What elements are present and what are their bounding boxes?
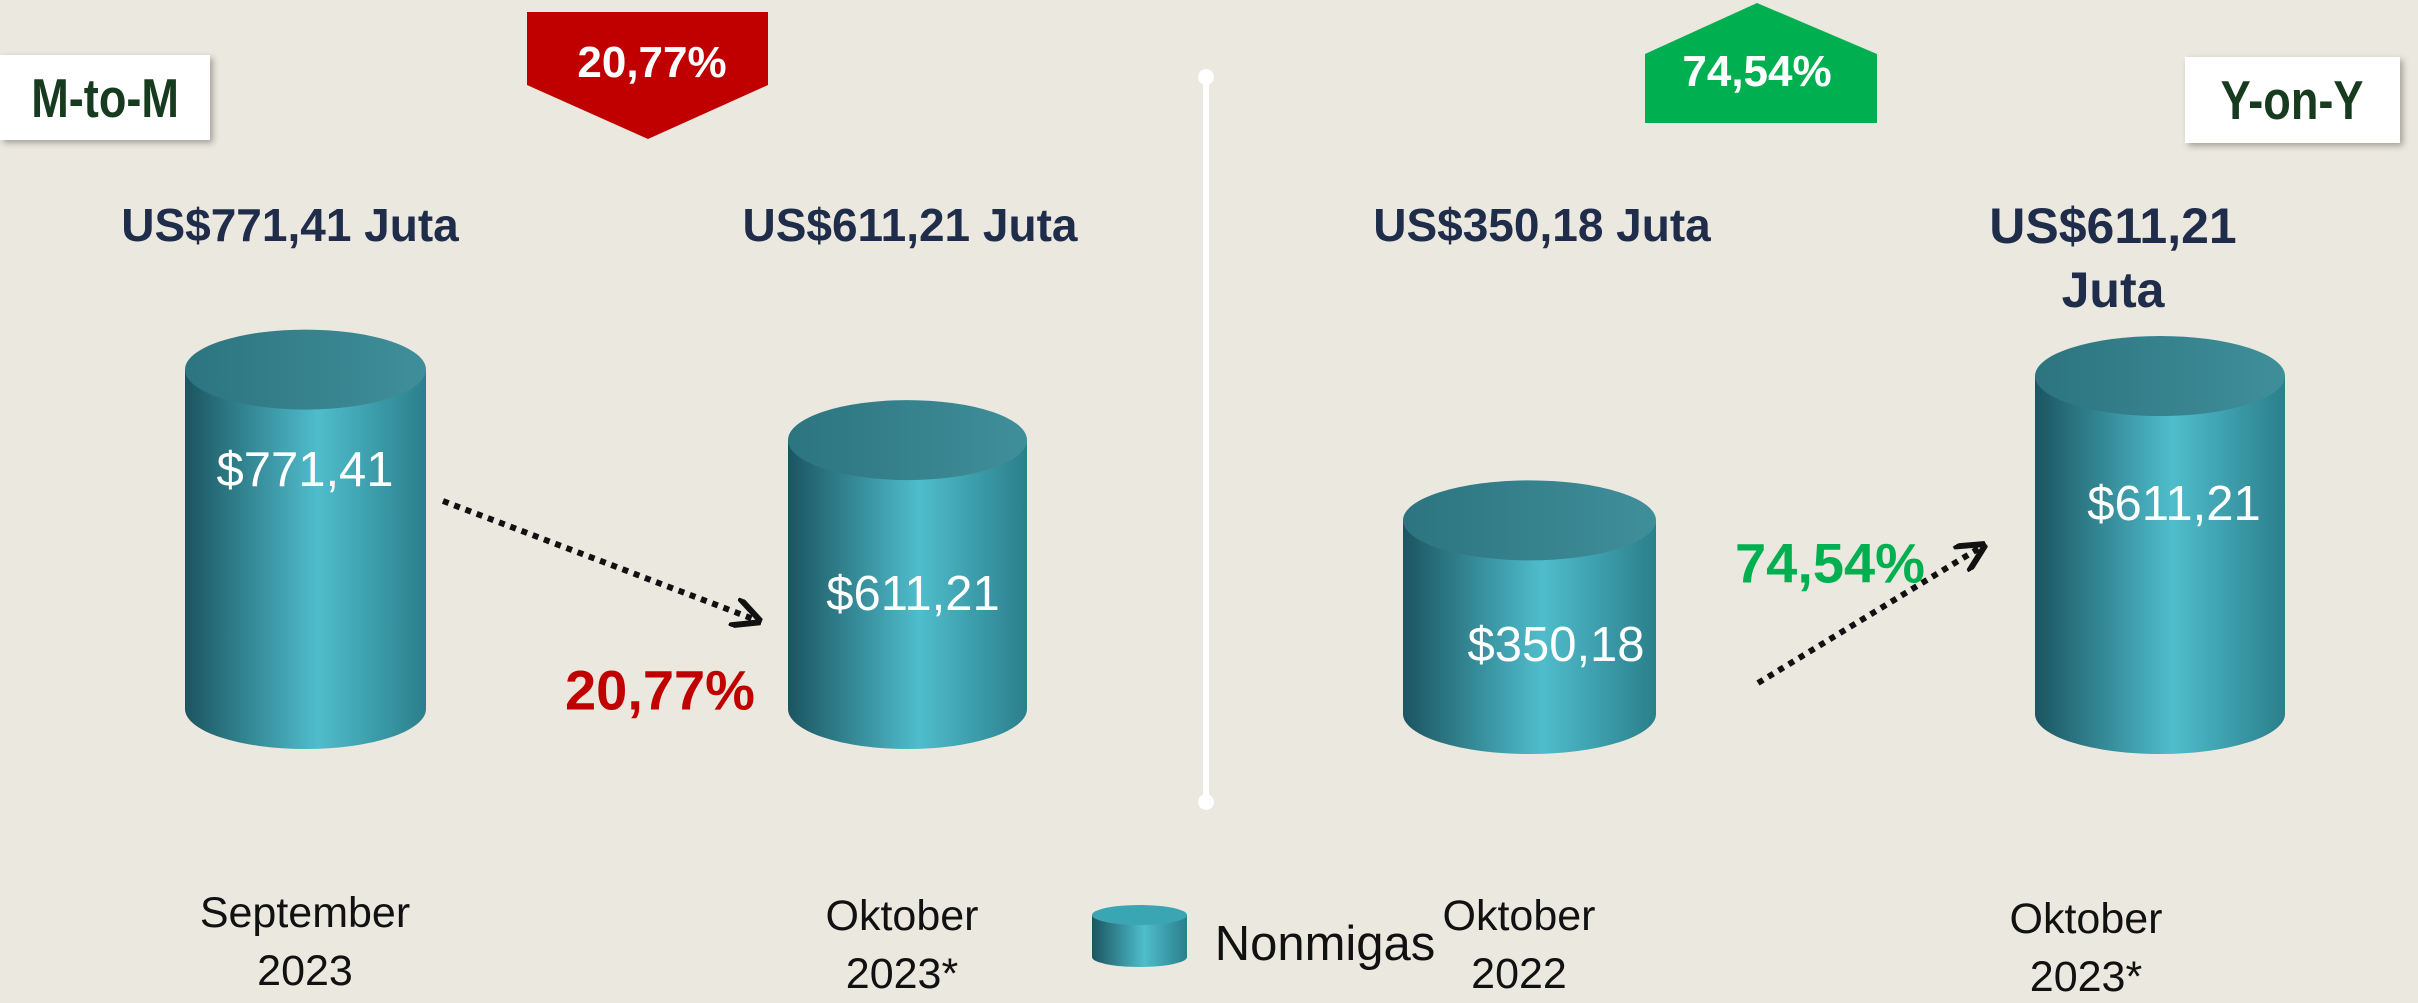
cylinder-top	[2035, 336, 2285, 417]
cylinder-top	[1403, 480, 1656, 561]
cylinder-body	[185, 369, 426, 709]
cylinder-body	[788, 440, 1027, 709]
cylinder-base	[185, 669, 426, 749]
cylinder-top	[788, 400, 1027, 481]
badge-text: 20,77%	[577, 38, 727, 87]
legend-label: Nonmigas	[1214, 917, 1436, 971]
cylinder	[185, 329, 426, 749]
badge-text: 74,54%	[1682, 47, 1832, 96]
trend-arrow	[1756, 547, 1981, 686]
cylinder-top	[185, 329, 426, 410]
value-label: $350,18	[1467, 618, 1645, 672]
period: Oktober 2022	[1442, 892, 1596, 998]
period: September 2023	[199, 889, 411, 995]
cylinder-base	[2035, 674, 2285, 754]
cylinder-body	[2035, 376, 2285, 714]
legend-icon	[1092, 905, 1187, 967]
cylinder	[788, 400, 1027, 749]
change-label: 20,77%	[565, 658, 755, 722]
heading: US$771,41 Juta	[121, 199, 459, 251]
divider-end	[1198, 794, 1214, 810]
value-label: $611,21	[2087, 477, 2261, 531]
heading: US$350,18 Juta	[1373, 199, 1711, 251]
heading: US$611,21 Juta	[742, 199, 1078, 251]
mode-label: Y-on-Y	[2221, 69, 2364, 131]
heading: US$611,21 Juta	[1989, 198, 2237, 318]
cylinder-base	[788, 669, 1027, 749]
trend-arrow	[441, 498, 756, 620]
change-label: 74,54%	[1735, 531, 1925, 595]
cylinder	[2035, 336, 2285, 754]
period: Oktober 2023*	[2009, 895, 2163, 1001]
up-badge	[1645, 3, 1877, 123]
mode-label: M-to-M	[31, 66, 179, 129]
cylinder-base	[1403, 674, 1656, 754]
cylinder	[1403, 480, 1656, 754]
divider-end	[1198, 69, 1214, 85]
mode-box: Y-on-Y	[2185, 57, 2400, 143]
down-badge	[527, 12, 768, 139]
value-label: $771,41	[216, 443, 394, 497]
period: Oktober 2023*	[825, 892, 979, 998]
mode-box: M-to-M	[0, 55, 210, 140]
value-label: $611,21	[826, 567, 1000, 621]
